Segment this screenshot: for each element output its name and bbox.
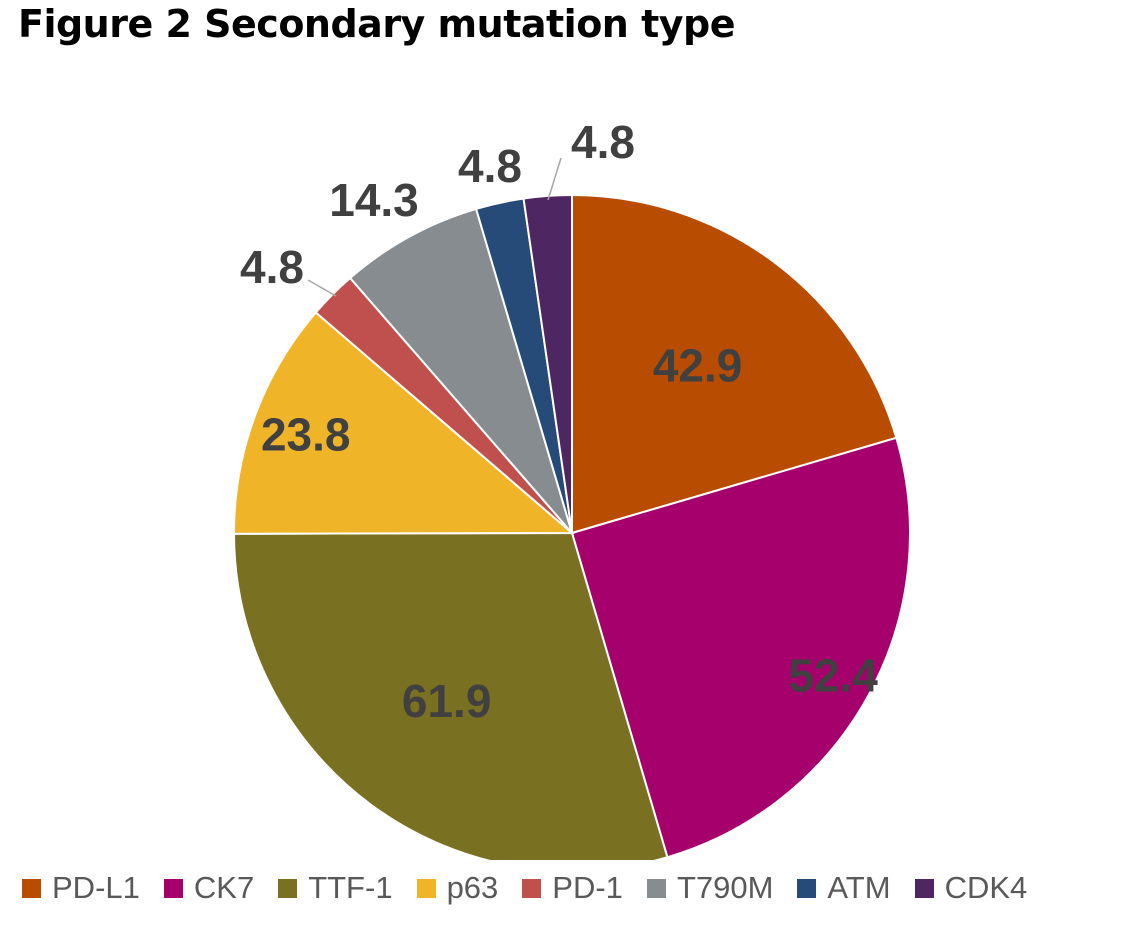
legend-label-atm: ATM xyxy=(827,870,891,905)
legend-swatch-pd-l1 xyxy=(22,878,41,898)
chart-title: Figure 2 Secondary mutation type xyxy=(18,2,736,46)
legend-swatch-t790m xyxy=(646,878,666,898)
legend-item-ck7: CK7 xyxy=(163,870,255,906)
legend-swatch-atm xyxy=(797,878,817,898)
pie-slice-pd-l1 xyxy=(571,193,898,535)
data-label-cdk4: 4.8 xyxy=(571,116,635,168)
legend-item-ttf-1: TTF-1 xyxy=(278,870,393,906)
pie-chart: 42.9 52.4 61.9 23.8 4.8 14.3 4.8 4.8 xyxy=(232,116,911,860)
legend-swatch-ttf-1 xyxy=(278,878,298,898)
legend-item-cdk4: CDK4 xyxy=(914,870,1028,906)
data-label-ttf-1: 61.9 xyxy=(402,675,492,727)
pie-slice-t790m xyxy=(348,207,573,534)
legend-swatch-pd-1 xyxy=(522,878,542,898)
legend-swatch-cdk4 xyxy=(914,878,934,898)
data-label-p63: 23.8 xyxy=(261,408,351,460)
data-label-ck7: 52.4 xyxy=(788,650,878,702)
legend-item-pd-l1: PD-L1 xyxy=(22,870,140,906)
legend-item-atm: ATM xyxy=(797,870,891,906)
legend-item-p63: p63 xyxy=(416,870,499,906)
leader-line-pd-1 xyxy=(307,279,337,297)
leader-line-cdk4 xyxy=(547,157,562,201)
data-label-atm: 4.8 xyxy=(458,140,522,192)
legend-label-pd-1: PD-1 xyxy=(552,870,623,905)
pie-slice-ck7 xyxy=(570,436,911,859)
pie-slice-ttf-1 xyxy=(232,531,669,860)
legend-label-t790m: T790M xyxy=(676,870,774,905)
legend-label-ck7: CK7 xyxy=(193,870,255,905)
legend-label-ttf-1: TTF-1 xyxy=(308,870,393,905)
legend-item-t790m: T790M xyxy=(646,870,774,906)
legend-label-p63: p63 xyxy=(446,870,499,905)
legend-swatch-ck7 xyxy=(163,878,183,898)
data-label-pd-l1: 42.9 xyxy=(653,339,743,391)
legend-swatch-p63 xyxy=(416,878,436,898)
data-label-pd-1: 4.8 xyxy=(240,241,304,293)
legend-label-pd-l1: PD-L1 xyxy=(52,870,140,905)
legend-label-cdk4: CDK4 xyxy=(944,870,1028,905)
data-label-t790m: 14.3 xyxy=(329,174,419,226)
pie-slice-cdk4 xyxy=(522,193,573,534)
chart-legend: PD-L1 CK7 TTF-1 p63 PD-1 T790M ATM CDK4 xyxy=(22,866,1132,910)
legend-item-pd-1: PD-1 xyxy=(522,870,623,906)
pie-slice-p63 xyxy=(233,311,575,535)
